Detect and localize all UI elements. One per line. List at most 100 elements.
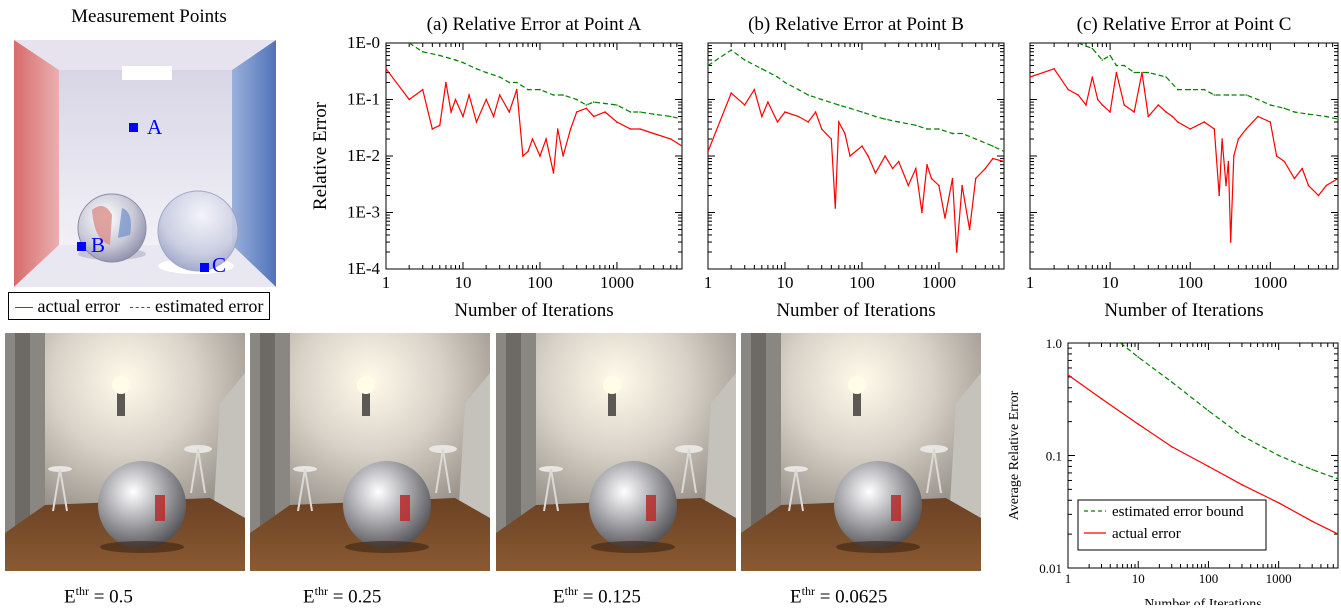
chart-3-point-estimated-error [1091,47,1094,50]
chart-4-point-estimated-error-bound [1277,454,1280,457]
chart-3-point-actual-error [1115,71,1118,74]
chart-1-point-estimated-error [408,43,410,44]
chart-1-point-estimated-error [681,118,682,120]
chart-3-point-estimated-error [1101,59,1104,61]
chart-4-xtick-label: 1000 [1266,571,1292,586]
chart-4-point-estimated-error-bound [1137,356,1139,358]
chart-3-point-actual-error [1077,94,1079,96]
chart-1-point-actual-error [431,128,434,130]
caption-3-value: 0.125 [598,586,641,608]
chart-1-point-actual-error [462,115,464,118]
chart-3-point-estimated-error [1227,94,1230,96]
chart-3-point-actual-error [1053,68,1055,70]
chart-1-point-actual-error [492,115,495,118]
chart-1-point-actual-error [408,98,411,101]
chart-1-point-estimated-error [421,51,424,53]
render-image-4 [741,333,981,571]
chart-2-point-actual-error [992,157,994,160]
chart-3-point-actual-error [1213,128,1216,130]
chart-3-point-actual-error [1157,104,1160,106]
chart-3-point-actual-error [1189,128,1191,130]
chart-1-ytick-label: 1E-3 [347,203,380,222]
chart-4-ytick-label: 0.01 [1039,561,1062,576]
chart-3-point-actual-error [1227,160,1230,163]
chart-3-point-estimated-error [1077,43,1079,44]
chart-3-series-estimated-error [1077,43,1338,120]
chart-4-point-actual-error [1311,520,1313,523]
chart-2-point-actual-error [897,160,900,163]
chart-4-ytick-label: 0.1 [1046,449,1062,464]
chart-2-point-actual-error [743,104,746,106]
chart-4-point-actual-error [1241,483,1243,486]
chart-3-point-estimated-error [1189,88,1191,91]
caption-3: Ethr = 0.125 [553,584,641,608]
chart-3-point-actual-error [1229,241,1232,243]
chart-2-point-estimated-error [897,121,900,123]
chart-1-point-actual-error [439,124,441,127]
chart-3-point-actual-error [1101,104,1104,106]
chart-3-point-actual-error [1067,88,1069,91]
chart-3-point-estimated-error [1177,88,1179,91]
chart-1-point-actual-error [421,88,424,91]
chart-1-point-estimated-error [616,104,618,106]
chart-3-point-actual-error [1218,194,1220,197]
chart-2-point-actual-error [767,101,769,103]
chart-4-xtick-label: 100 [1199,571,1219,586]
chart-1-point-actual-error [516,88,518,91]
chart-3-point-actual-error [1269,121,1272,123]
render-image-2 [250,333,490,571]
chart-2-point-estimated-error [938,128,940,130]
chart-1-point-actual-error [498,94,501,96]
chart-4-xtick-label: 1 [1065,571,1072,586]
chart-1-point-actual-error [639,128,641,130]
chart-1-point-estimated-error [539,88,541,91]
chart-3-point-actual-error [1030,76,1031,78]
chart-3-point-estimated-error [1307,113,1310,115]
chart-2-point-actual-error [820,128,823,130]
scene-legend: actual error estimated error [8,292,271,320]
chart-2-point-estimated-error [951,132,954,135]
chart-2-xlabel: Number of Iterations [776,300,935,321]
chart-2-point-actual-error [974,177,977,180]
chart-3-point-actual-error [1221,138,1223,140]
chart-2-point-actual-error [849,155,851,157]
chart-2-point-actual-error [921,211,923,214]
chart-1-xtick-label: 1 [382,273,391,292]
chart-2-point-estimated-error [961,132,963,135]
chart-1-point-actual-error [545,138,547,140]
chart-2-point-estimated-error [926,128,928,130]
chart-2-point-estimated-error [761,68,763,70]
chart-2-xtick-label: 1000 [922,273,956,292]
chart-3-point-actual-error [1337,177,1338,180]
chart-1-point-actual-error [539,155,541,157]
legend-estimated-swatch [130,307,151,309]
chart-3-point-actual-error [1133,111,1135,113]
chart-2-series-actual-error [708,88,1004,253]
chart-2-point-actual-error [776,121,779,123]
chart-2-point-actual-error [955,251,958,253]
chart-2-point-estimated-error [797,88,800,91]
chart-4-point-actual-error [1170,445,1173,448]
chart-2-point-actual-error [907,184,910,187]
chart-3-point-actual-error [1085,104,1087,106]
chart-3-point-actual-error [1096,98,1099,101]
chart-3-point-actual-error [1293,177,1296,180]
chart-3-point-estimated-error [1245,94,1247,96]
chart-1-point-actual-error [445,81,447,84]
chart-1-ytick-label: 1E-4 [347,259,381,278]
chart-2-point-actual-error [830,138,833,140]
chart-2-point-actual-error [807,121,809,123]
chart-1-point-estimated-error [639,111,641,113]
chart-4-point-estimated-error-bound [1311,468,1313,471]
chart-3-point-estimated-error [1269,104,1272,106]
point-c-label: C [212,253,227,277]
chart-3-xtick-label: 100 [1177,273,1203,292]
chart-3-xtick-label: 1000 [1253,273,1287,292]
chart-3-point-actual-error [1275,155,1278,157]
chart-2-point-actual-error [861,145,863,147]
chart-2-point-estimated-error [915,124,917,127]
chart-3-title: (c) Relative Error at Point C [1077,14,1292,35]
chart-3-point-actual-error [1233,155,1235,157]
chart-1-point-estimated-error [485,71,488,74]
chart-3-point-estimated-error [1213,94,1216,96]
